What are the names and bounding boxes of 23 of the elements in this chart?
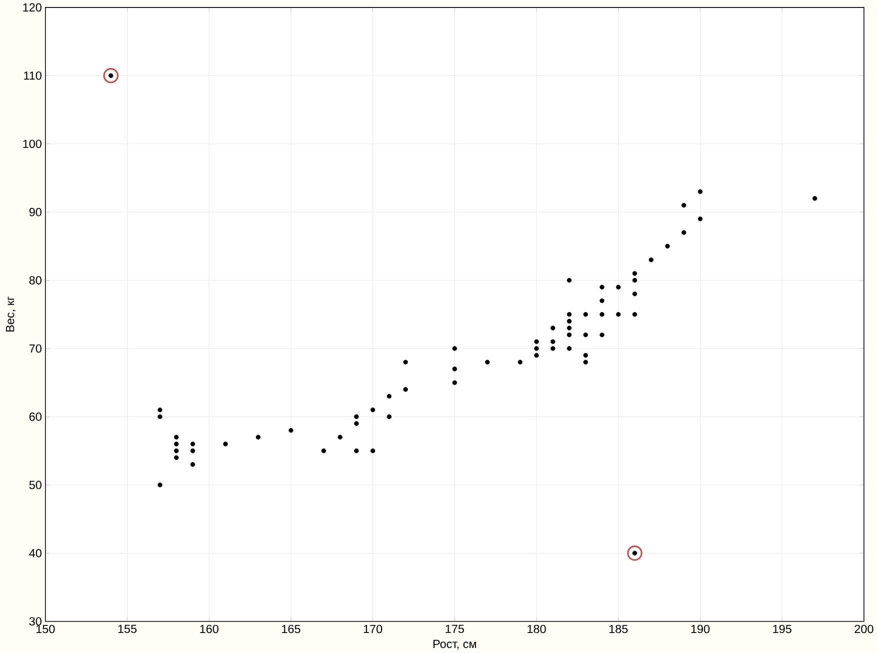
y-axis-title: Вес, кг: [6, 296, 16, 332]
x-tick-label: 160: [200, 624, 218, 634]
x-tick-label: 170: [364, 624, 382, 634]
y-tick-label: 90: [29, 208, 42, 216]
x-tick-label: 165: [282, 624, 300, 634]
x-tick-label: 150: [36, 624, 55, 634]
y-tick-label: 30: [29, 617, 42, 626]
y-tick-label: 70: [29, 344, 42, 353]
y-tick-label: 100: [23, 140, 42, 148]
x-axis-title: Рост, см: [433, 640, 476, 650]
y-tick-label: 50: [29, 480, 42, 490]
y-tick-label: 120: [23, 3, 42, 12]
y-tick-label: 80: [29, 276, 42, 285]
x-tick-label: 155: [118, 624, 137, 634]
x-tick-label: 190: [691, 624, 710, 634]
y-tick-label: 110: [24, 72, 42, 80]
x-tick-label: 175: [446, 624, 464, 634]
y-tick-label: 60: [29, 412, 42, 421]
x-tick-label: 200: [854, 624, 874, 634]
x-tick-label: 185: [609, 624, 628, 634]
y-tick-label: 40: [29, 549, 42, 558]
x-tick-label: 180: [528, 624, 546, 634]
x-tick-label: 195: [773, 624, 792, 634]
